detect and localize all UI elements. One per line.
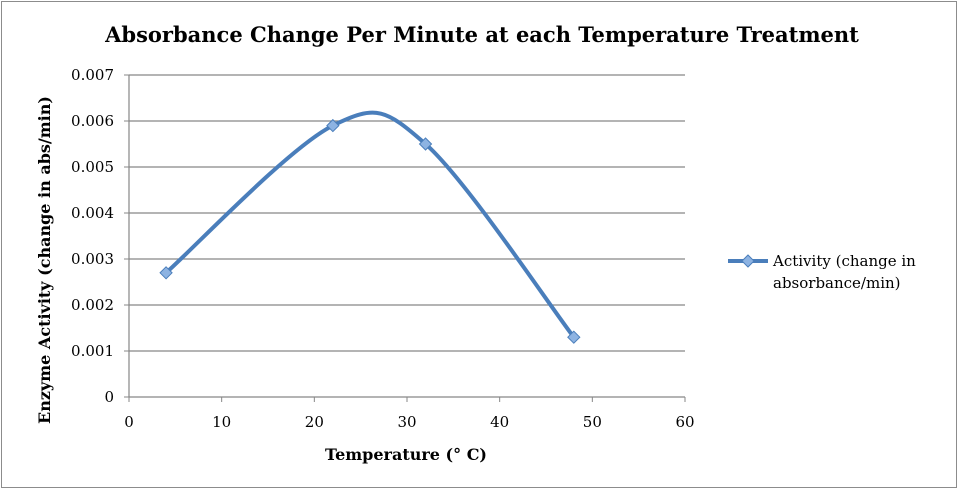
x-tick-label: 60 xyxy=(675,413,694,431)
y-axis-label: Enzyme Activity (change in abs/min) xyxy=(35,96,54,424)
x-tick-label: 10 xyxy=(212,413,231,431)
x-tick-label: 30 xyxy=(397,413,416,431)
y-tick-label: 0 xyxy=(104,388,114,406)
data-point xyxy=(326,118,340,133)
y-tick-label: 0.002 xyxy=(71,296,114,314)
y-tick-label: 0.003 xyxy=(71,250,114,268)
x-axis-label: Temperature (° C) xyxy=(325,445,487,464)
series-line-0 xyxy=(164,110,576,340)
x-tick-label: 40 xyxy=(490,413,509,431)
data-point xyxy=(567,330,581,344)
y-tick-label: 0.007 xyxy=(71,66,114,84)
y-tick-label: 0.005 xyxy=(71,158,114,176)
data-point xyxy=(159,266,173,280)
legend-label: Activity (change in xyxy=(772,252,916,270)
data-point xyxy=(418,137,433,151)
x-tick-label: 50 xyxy=(583,413,602,431)
y-tick-label: 0.006 xyxy=(71,112,114,130)
legend-label: absorbance/min) xyxy=(773,274,901,292)
series xyxy=(159,110,581,344)
gridlines xyxy=(129,74,685,352)
y-tick-label: 0.001 xyxy=(71,342,114,360)
y-tick-label: 0.004 xyxy=(71,204,114,222)
legend-marker xyxy=(741,254,755,268)
legend: Activity (change in absorbance/min) xyxy=(728,252,916,292)
x-tick-label: 20 xyxy=(305,413,324,431)
axes xyxy=(124,74,686,402)
x-tick-label: 0 xyxy=(124,413,134,431)
chart-title: Absorbance Change Per Minute at each Tem… xyxy=(104,22,859,47)
tick-labels: 0 0.001 0.002 0.003 0.004 0.005 0.006 0.007 0 10 2… xyxy=(71,66,695,431)
